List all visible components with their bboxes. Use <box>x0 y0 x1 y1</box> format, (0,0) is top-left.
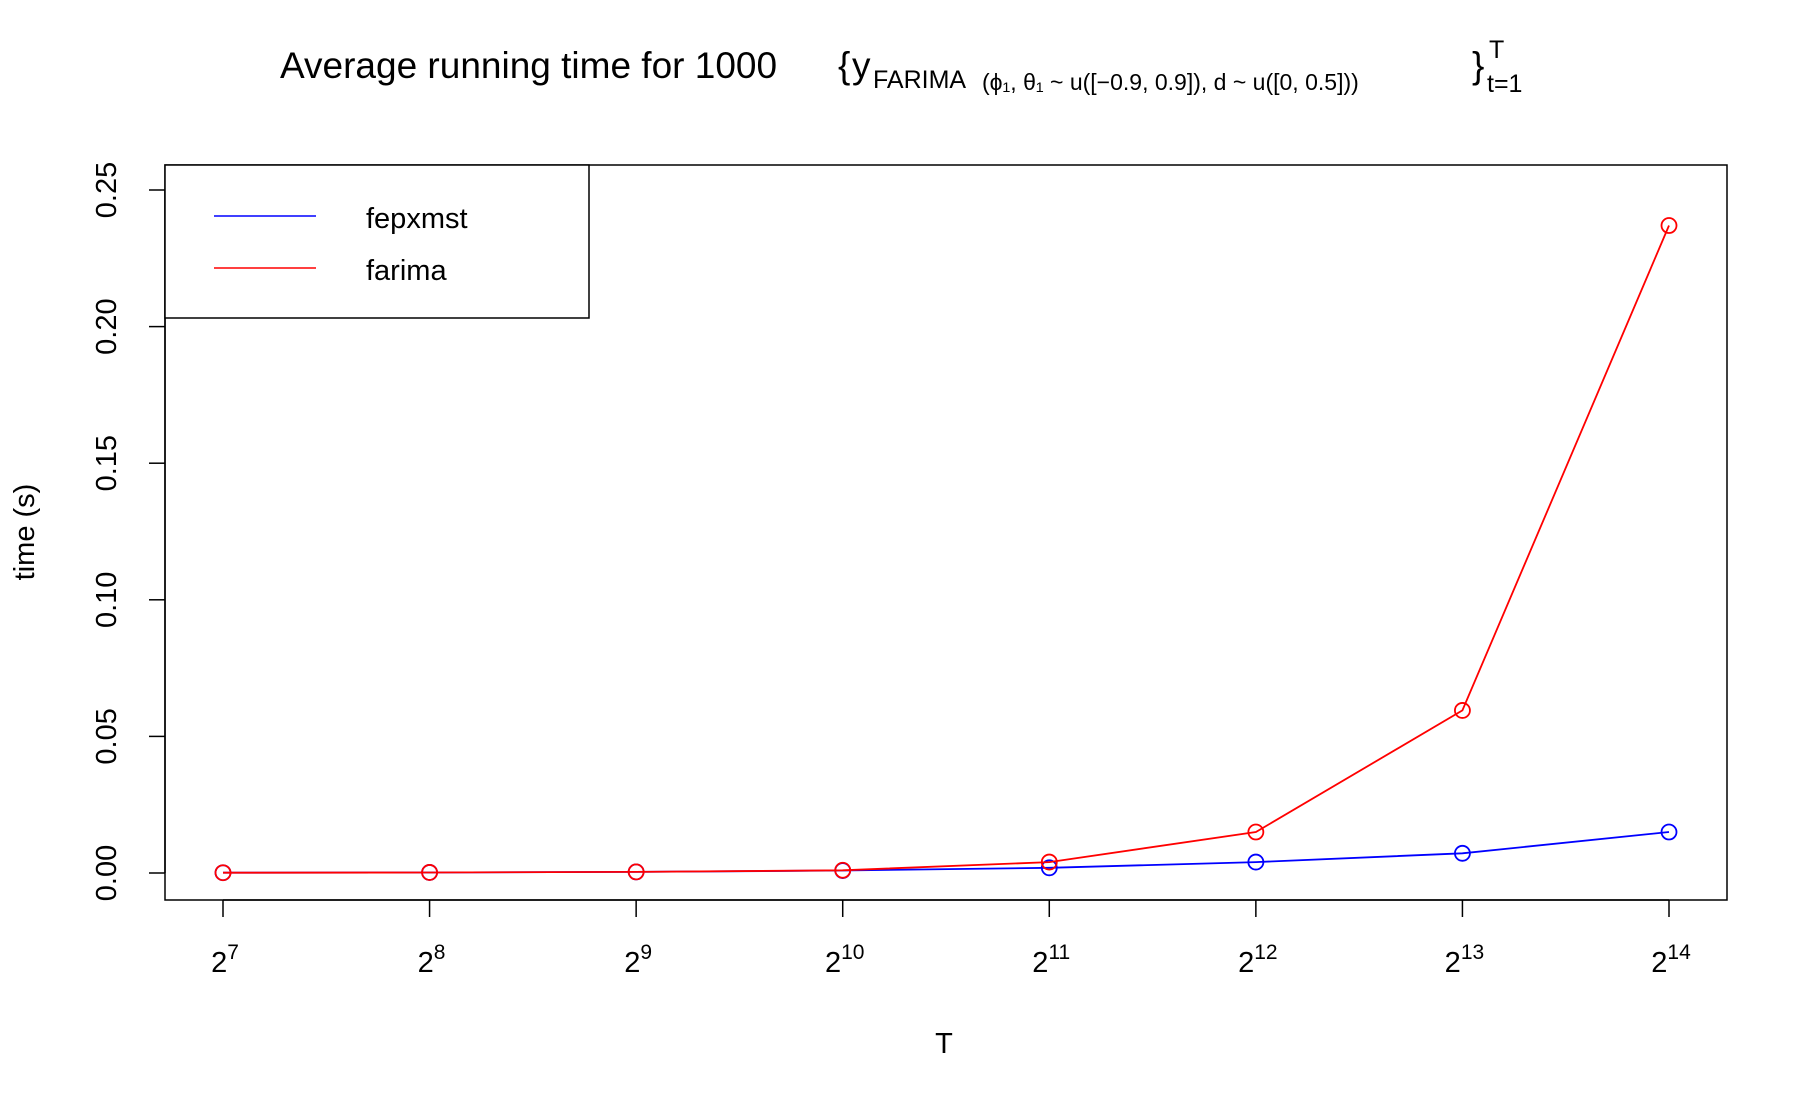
title-open-brace: { <box>838 45 850 86</box>
series-line-farima <box>222 225 1670 874</box>
data-point-farima <box>214 864 232 882</box>
data-point-fepxmst <box>1454 844 1471 862</box>
title-sup: T <box>1489 36 1504 64</box>
x-tick-base: 2 <box>1032 947 1048 979</box>
legend: fepxmst farima <box>164 164 590 319</box>
title-sub-model: FARIMA <box>873 66 966 94</box>
title-sub-range: t=1 <box>1487 70 1522 98</box>
x-tick-label: 212 <box>1238 941 1278 979</box>
x-axis: 27 28 29 210 211 212 213 214 <box>211 899 1691 979</box>
legend-box <box>164 164 590 319</box>
x-tick-label: 211 <box>1032 941 1070 979</box>
x-tick-label: 210 <box>825 941 865 979</box>
data-point-farima <box>1040 853 1058 871</box>
data-point-fepxmst <box>1247 853 1265 871</box>
x-tick-base: 2 <box>1651 947 1667 979</box>
series-farima <box>214 217 1678 882</box>
data-point-fepxmst <box>1660 823 1678 841</box>
data-point-farima <box>1660 217 1678 234</box>
chart-title: Average running time for 1000 { y FARIMA… <box>280 36 1522 98</box>
data-point-farima <box>834 861 852 879</box>
x-tick-exponent: 14 <box>1667 941 1691 964</box>
x-axis-label: T <box>935 1028 953 1060</box>
x-tick-label: 214 <box>1651 941 1691 979</box>
x-tick-base: 2 <box>825 947 841 979</box>
x-tick-exponent: 12 <box>1254 941 1277 964</box>
title-close-brace: } <box>1472 45 1484 86</box>
data-point-fepxmst <box>1040 859 1058 877</box>
title-sub-params: (ϕ₁, θ₁ ~ u([−0.9, 0.9]), d ~ u([0, 0.5]… <box>982 69 1359 95</box>
x-tick-base: 2 <box>418 947 434 979</box>
title-main: Average running time for 1000 <box>280 45 777 86</box>
data-point-farima <box>1454 702 1471 719</box>
x-tick-exponent: 7 <box>227 941 239 964</box>
x-tick-exponent: 13 <box>1461 941 1484 964</box>
y-tick-label: 0.20 <box>91 298 123 354</box>
title-y: y <box>852 45 871 86</box>
y-axis-label: time (s) <box>9 484 41 581</box>
x-tick-base: 2 <box>1238 947 1254 979</box>
legend-label-fepxmst: fepxmst <box>366 203 468 235</box>
y-tick-label: 0.00 <box>91 845 123 901</box>
legend-label-farima: farima <box>366 255 447 287</box>
series-layer <box>214 217 1678 882</box>
data-point-farima <box>421 864 438 881</box>
x-tick-exponent: 8 <box>434 941 446 964</box>
x-tick-base: 2 <box>211 947 227 979</box>
x-tick-label: 29 <box>624 941 652 979</box>
y-tick-label: 0.25 <box>91 162 123 218</box>
x-tick-exponent: 10 <box>841 941 864 964</box>
y-tick-label: 0.10 <box>91 572 123 628</box>
x-tick-label: 213 <box>1445 941 1485 979</box>
x-tick-exponent: 11 <box>1048 941 1070 964</box>
y-tick-label: 0.15 <box>91 435 123 491</box>
y-tick-label: 0.05 <box>91 708 123 764</box>
data-point-farima <box>1247 823 1265 841</box>
y-axis: 0.00 0.05 0.10 0.15 0.20 0.25 <box>91 162 166 901</box>
x-tick-label: 27 <box>211 941 239 979</box>
x-tick-exponent: 9 <box>640 941 652 964</box>
x-tick-base: 2 <box>624 947 640 979</box>
x-tick-label: 28 <box>418 941 446 979</box>
x-tick-base: 2 <box>1445 947 1461 979</box>
data-point-farima <box>627 863 645 881</box>
